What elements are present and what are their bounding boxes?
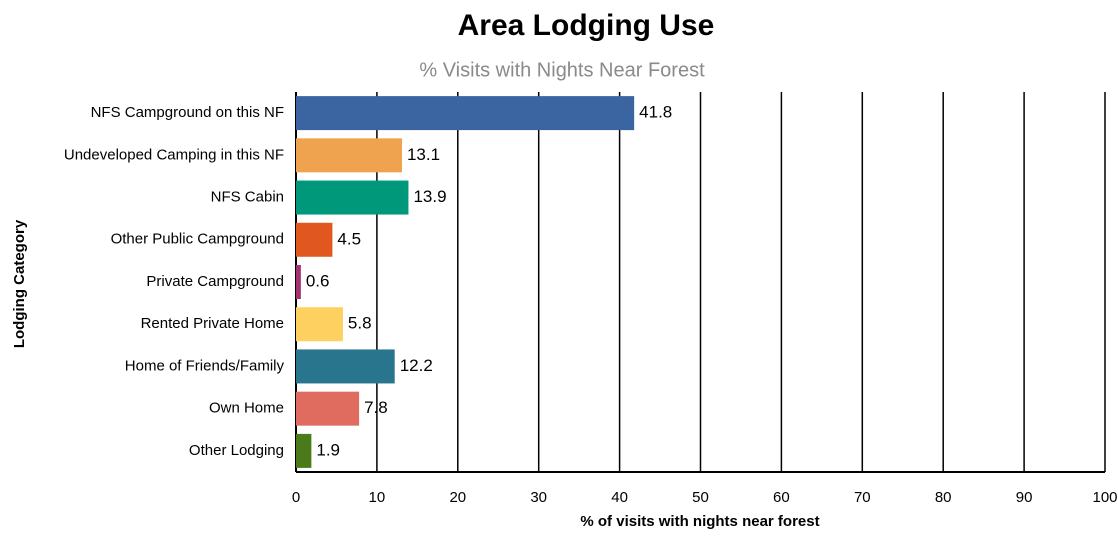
bar [296, 433, 312, 468]
y-tick-label: Private Campground [146, 273, 284, 290]
y-axis-label: Lodging Category [11, 219, 28, 348]
x-tick-label: 10 [369, 489, 386, 506]
y-tick-label: NFS Cabin [211, 189, 284, 206]
bar [296, 96, 635, 131]
data-label: 12.2 [400, 356, 433, 375]
chart-subtitle: % Visits with Nights Near Forest [419, 59, 705, 81]
x-tick-label: 30 [530, 489, 547, 506]
data-label: 13.9 [413, 187, 446, 206]
y-tick-label: Own Home [209, 400, 284, 417]
bar [296, 138, 402, 173]
data-label: 4.5 [337, 229, 361, 248]
data-label: 1.9 [316, 440, 340, 459]
data-label: 41.8 [639, 103, 672, 122]
y-tick-label: Other Lodging [189, 442, 284, 459]
x-tick-label: 90 [1016, 489, 1033, 506]
x-tick-label: 20 [449, 489, 466, 506]
data-label: 5.8 [348, 314, 372, 333]
y-tick-label: Rented Private Home [141, 315, 284, 332]
x-tick-label: 80 [935, 489, 952, 506]
y-tick-label: Home of Friends/Family [125, 357, 285, 374]
data-label: 7.8 [364, 398, 388, 417]
data-label: 0.6 [306, 271, 330, 290]
y-tick-label: Other Public Campground [111, 231, 284, 248]
x-axis-label: % of visits with nights near forest [580, 513, 819, 530]
bar [296, 349, 395, 384]
bar [296, 180, 409, 215]
y-tick-label: Undeveloped Camping in this NF [64, 146, 284, 163]
x-tick-label: 70 [854, 489, 871, 506]
x-tick-label: 100 [1092, 489, 1117, 506]
x-tick-label: 40 [611, 489, 628, 506]
chart-title: Area Lodging Use [458, 9, 715, 42]
bar [296, 265, 301, 299]
data-label: 13.1 [407, 145, 440, 164]
x-tick-label: 60 [773, 489, 790, 506]
bar [296, 307, 343, 342]
x-tick-label: 50 [692, 489, 709, 506]
y-tick-label: NFS Campground on this NF [91, 104, 284, 121]
x-tick-label: 0 [292, 489, 300, 506]
bar [296, 391, 360, 426]
bar [296, 222, 333, 257]
